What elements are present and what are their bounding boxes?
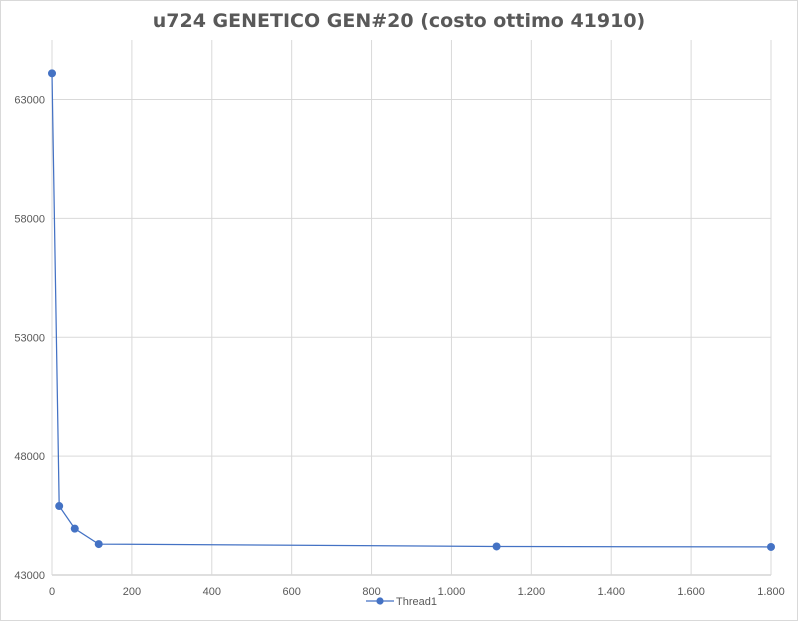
data-point-5 xyxy=(492,542,501,551)
y-tick-label: 43000 xyxy=(14,570,45,582)
x-tick-label: 1.400 xyxy=(597,586,625,598)
series-layer xyxy=(48,69,775,551)
data-point-4 xyxy=(94,540,103,549)
x-tick-label: 1.600 xyxy=(677,586,705,598)
x-tick-label: 400 xyxy=(203,586,221,598)
series-line-thread1 xyxy=(51,73,772,548)
data-point-1 xyxy=(48,69,56,78)
y-tick-label: 63000 xyxy=(14,95,45,107)
y-axis-tick-labels: 43000 48000 53000 58000 63000 xyxy=(14,95,45,583)
data-point-2 xyxy=(55,502,64,511)
x-tick-label: 1.200 xyxy=(518,586,546,598)
chart-title: u724 GENETICO GEN#20 (costo ottimo 41910… xyxy=(152,10,646,32)
legend-label-thread1: Thread1 xyxy=(396,596,437,608)
y-tick-label: 53000 xyxy=(14,332,45,344)
data-point-6 xyxy=(767,542,775,551)
y-tick-label: 58000 xyxy=(14,213,45,225)
x-tick-label: 1.000 xyxy=(438,586,466,598)
y-tick-label: 48000 xyxy=(14,451,45,463)
legend: Thread1 xyxy=(366,596,437,608)
x-tick-label: 1.800 xyxy=(757,586,785,598)
x-tick-label: 0 xyxy=(49,586,55,598)
horizontal-gridlines xyxy=(52,99,771,576)
legend-marker xyxy=(376,597,384,605)
x-axis-tick-labels: 0 200 400 600 800 1.000 1.200 1.400 1.600 1.800 xyxy=(49,586,785,598)
x-tick-label: 200 xyxy=(123,586,141,598)
x-tick-label: 800 xyxy=(362,586,380,598)
data-point-3 xyxy=(70,524,79,533)
x-tick-label: 600 xyxy=(282,586,300,598)
vertical-gridlines xyxy=(51,40,772,575)
